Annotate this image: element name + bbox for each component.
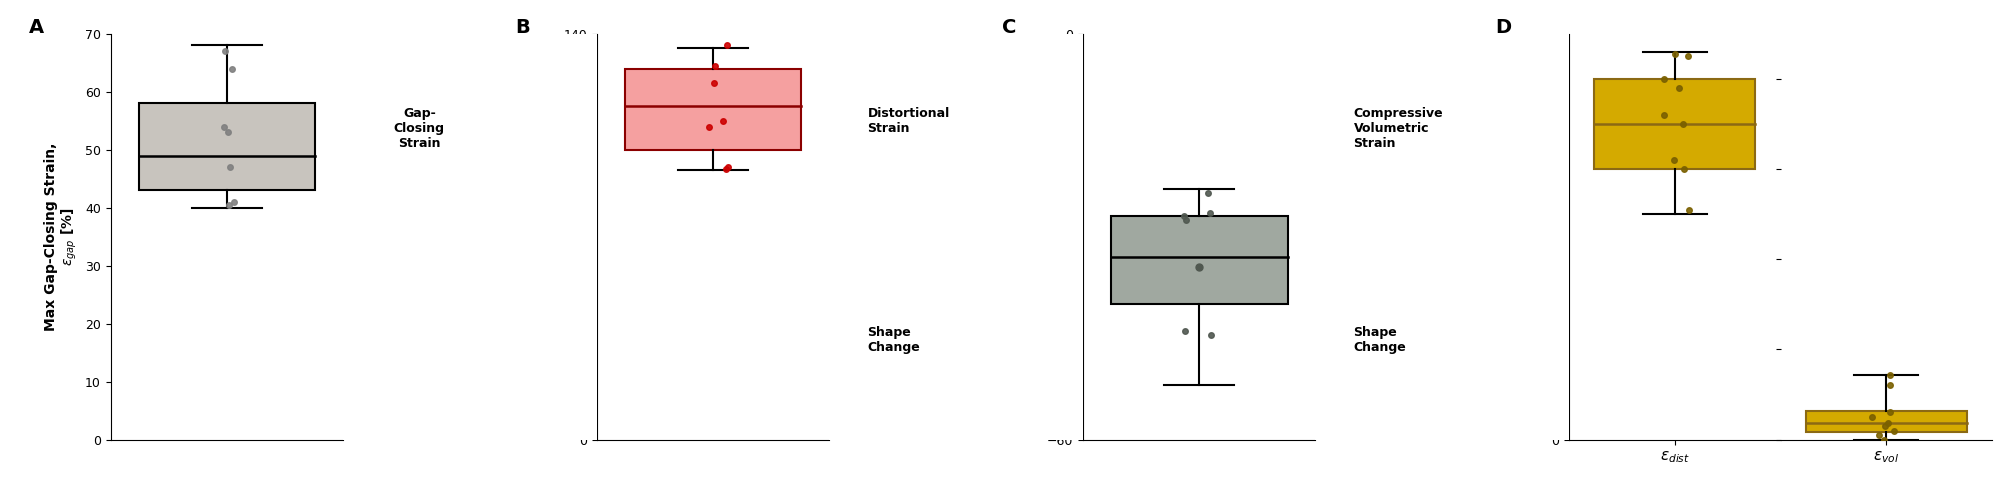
Bar [1111,216,1288,304]
Y-axis label: Max Gap-Closing Strain,
$\varepsilon_{gap}$ [%]: Max Gap-Closing Strain, $\varepsilon_{ga… [44,142,78,331]
Bar [1807,411,1966,432]
Text: Distortional
Strain: Distortional Strain [867,107,950,135]
Text: C: C [1002,17,1016,37]
Text: Shape
Change: Shape Change [1354,326,1406,354]
Text: Gap-
Closing
Strain: Gap- Closing Strain [394,107,445,150]
Text: Compressive
Volumetric
Strain: Compressive Volumetric Strain [1354,107,1443,150]
Bar [1594,79,1754,169]
Y-axis label: Volume of Elements with
$|\varepsilon|$ > 10% [cm$^3$]: Volume of Elements with $|\varepsilon|$ … [1507,140,1545,334]
Text: B: B [515,17,531,37]
Y-axis label: Max Distortional Strain,
$\varepsilon_{dist}$ [%]: Max Distortional Strain, $\varepsilon_{d… [523,143,557,330]
Bar [139,103,316,190]
Y-axis label: Max Compressive Volumetric
Strain, $\varepsilon_{vol}$ [%]: Max Compressive Volumetric Strain, $\var… [1008,124,1040,350]
Text: Shape
Change: Shape Change [867,326,919,354]
Text: A: A [30,17,44,37]
Text: D: D [1495,17,1511,37]
Bar [624,69,801,150]
